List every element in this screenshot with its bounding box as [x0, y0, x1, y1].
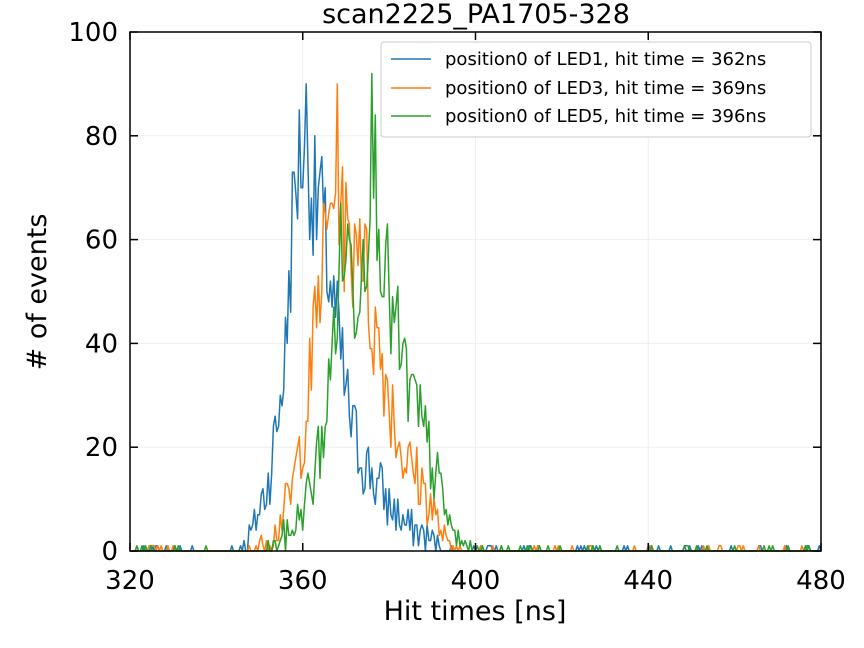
- x-axis-label: Hit times [ns]: [384, 596, 567, 627]
- x-tick-label-400: 400: [451, 566, 501, 596]
- legend-label-led1: position0 of LED1, hit time = 362ns: [445, 49, 766, 70]
- y-tick-label-20: 20: [85, 433, 118, 463]
- x-tick-label-440: 440: [623, 566, 673, 596]
- legend: position0 of LED1, hit time = 362ns posi…: [380, 41, 812, 138]
- x-tick-label-360: 360: [278, 566, 328, 596]
- legend-label-led5: position0 of LED5, hit time = 396ns: [445, 106, 766, 127]
- chart-title: scan2225_PA1705-328: [322, 0, 630, 30]
- y-tick-label-100: 100: [68, 18, 118, 48]
- y-tick-label-0: 0: [101, 537, 118, 567]
- x-tick-label-320: 320: [105, 566, 155, 596]
- axis-ticks: 320 360 400 440 480 0 20 40 60 80 100: [68, 18, 845, 596]
- y-tick-label-80: 80: [85, 122, 118, 152]
- legend-box: [380, 41, 812, 138]
- y-axis-label: # of events: [22, 214, 53, 371]
- y-tick-label-40: 40: [85, 329, 118, 359]
- y-tick-label-60: 60: [85, 226, 118, 256]
- legend-label-led3: position0 of LED3, hit time = 369ns: [445, 78, 766, 99]
- x-tick-label-480: 480: [796, 566, 846, 596]
